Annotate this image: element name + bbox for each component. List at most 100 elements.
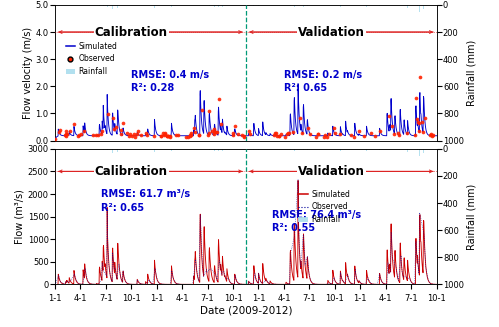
Point: [367, 130, 375, 135]
Point: [134, 128, 142, 133]
Point: [429, 133, 437, 138]
Point: [157, 133, 165, 138]
Point: [415, 120, 423, 126]
Point: [119, 121, 127, 126]
Point: [172, 132, 180, 138]
Point: [195, 132, 203, 137]
Point: [388, 123, 396, 129]
Point: [411, 132, 419, 138]
Point: [210, 131, 218, 137]
Point: [62, 129, 70, 134]
Point: [403, 130, 411, 135]
Point: [62, 131, 70, 137]
Point: [241, 134, 249, 139]
Point: [143, 133, 151, 138]
Point: [418, 119, 426, 125]
Legend: Simulated, Observed, Rainfall: Simulated, Observed, Rainfall: [62, 39, 120, 79]
Point: [159, 130, 167, 135]
Point: [182, 134, 190, 139]
Point: [195, 132, 203, 138]
Point: [161, 131, 169, 136]
Point: [331, 130, 339, 135]
Point: [234, 131, 242, 137]
Point: [190, 126, 198, 131]
Point: [371, 133, 379, 138]
Point: [205, 130, 213, 135]
Point: [206, 108, 214, 113]
Point: [416, 74, 424, 79]
Point: [394, 131, 402, 136]
Point: [246, 132, 253, 137]
Text: RMSE: 0.4 m/s
R²: 0.28: RMSE: 0.4 m/s R²: 0.28: [131, 70, 210, 93]
Point: [61, 133, 69, 138]
Point: [131, 134, 139, 140]
Point: [166, 134, 174, 139]
Point: [312, 134, 320, 140]
Point: [336, 131, 344, 136]
Y-axis label: Flow (m³/s): Flow (m³/s): [15, 189, 25, 244]
Point: [270, 132, 278, 138]
Point: [92, 132, 100, 137]
Point: [376, 128, 384, 133]
Point: [285, 130, 293, 135]
Point: [74, 133, 82, 139]
Point: [163, 133, 171, 139]
Point: [314, 131, 322, 136]
Point: [187, 132, 195, 138]
Point: [298, 130, 306, 135]
Point: [133, 132, 141, 137]
Point: [304, 125, 312, 130]
Point: [426, 133, 434, 138]
Point: [229, 132, 237, 138]
Point: [109, 115, 117, 120]
Point: [273, 133, 281, 139]
Point: [51, 136, 59, 141]
Point: [187, 130, 195, 136]
Point: [347, 132, 355, 137]
Point: [137, 132, 145, 137]
Point: [217, 121, 225, 127]
Point: [204, 132, 212, 137]
Point: [415, 129, 423, 134]
Point: [246, 129, 253, 134]
Point: [240, 133, 248, 139]
Point: [350, 134, 358, 140]
Point: [70, 121, 78, 127]
Y-axis label: Rainfall (mm): Rainfall (mm): [467, 183, 477, 250]
Point: [289, 129, 297, 135]
Point: [123, 130, 131, 136]
Point: [284, 130, 292, 136]
Point: [421, 115, 429, 120]
Point: [184, 134, 192, 140]
Point: [211, 127, 219, 132]
Point: [61, 133, 69, 138]
Point: [275, 133, 283, 139]
Point: [117, 128, 125, 133]
Point: [128, 134, 136, 139]
Point: [412, 95, 420, 100]
Text: Calibration: Calibration: [95, 26, 168, 39]
Point: [174, 132, 182, 137]
Point: [198, 108, 206, 113]
Point: [63, 131, 71, 136]
Point: [55, 129, 63, 135]
Point: [385, 113, 393, 119]
Point: [55, 128, 63, 133]
Point: [390, 131, 398, 136]
Point: [238, 132, 246, 137]
Point: [126, 132, 134, 137]
Point: [75, 132, 83, 138]
Point: [162, 131, 170, 136]
Point: [272, 130, 280, 136]
Point: [360, 133, 368, 139]
Text: RMSE: 0.2 m/s
R²: 0.65: RMSE: 0.2 m/s R²: 0.65: [284, 70, 362, 93]
Point: [186, 134, 194, 139]
Point: [414, 120, 422, 125]
Point: [320, 134, 328, 140]
Legend: Simulated, Observed, Rainfall: Simulated, Observed, Rainfall: [295, 186, 353, 227]
Point: [163, 134, 171, 139]
Point: [427, 131, 435, 136]
Point: [213, 129, 221, 134]
X-axis label: Date (2009-2012): Date (2009-2012): [200, 306, 292, 316]
Point: [164, 133, 172, 139]
